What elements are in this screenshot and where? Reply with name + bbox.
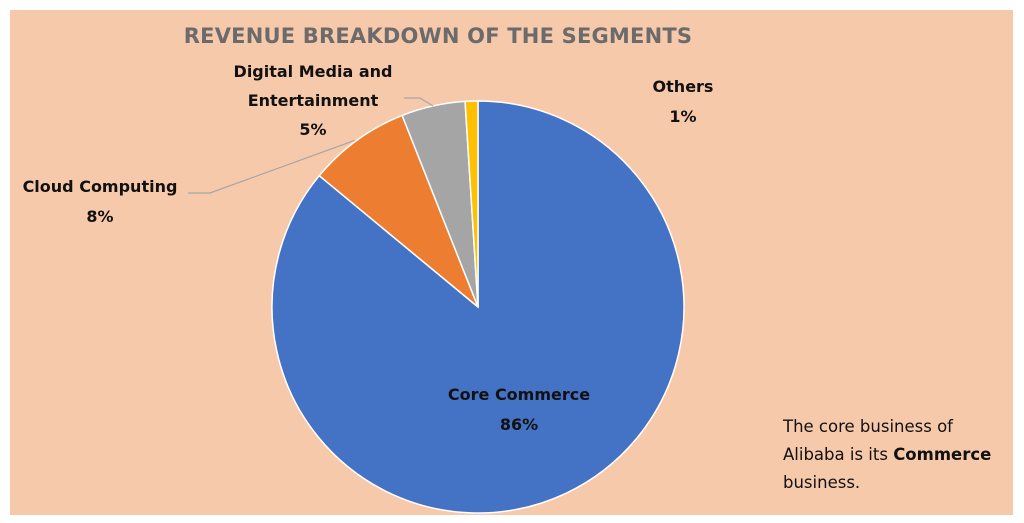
data-label-digital-media-percent: 5% [299,120,326,139]
annotation-note: The core business of Alibaba is its Comm… [783,413,1023,497]
pie-slices [271,100,685,514]
slice-cloud-computing [318,114,479,308]
chart-panel: REVENUE BREAKDOWN OF THE SEGMENTS Core C… [10,10,1013,515]
leader-line-digital-media [404,97,434,107]
pie-chart: REVENUE BREAKDOWN OF THE SEGMENTS Core C… [10,10,1013,515]
note-line-2-prefix: Alibaba is its [783,445,894,464]
note-line-1: The core business of [783,417,953,436]
slice-core-commerce [271,100,685,514]
leader-lines [188,97,434,194]
slice-others [464,100,479,308]
note-line-2: Alibaba is its Commerce [783,441,1023,469]
data-label-digital-media-line2: Entertainment [248,91,379,110]
data-label-cloud-computing: Cloud Computing [23,177,178,196]
leader-line-cloud-computing [188,139,356,194]
data-label-others: Others [653,77,714,96]
data-label-others-percent: 1% [669,107,696,126]
data-label-core-commerce: Core Commerce [448,385,590,404]
data-label-core-commerce-percent: 86% [500,415,538,434]
note-line-3: business. [783,473,861,492]
note-commerce-bold: Commerce [893,445,992,464]
data-label-digital-media-line1: Digital Media and [234,62,393,81]
chart-title: REVENUE BREAKDOWN OF THE SEGMENTS [184,24,692,48]
data-label-cloud-computing-percent: 8% [86,207,113,226]
